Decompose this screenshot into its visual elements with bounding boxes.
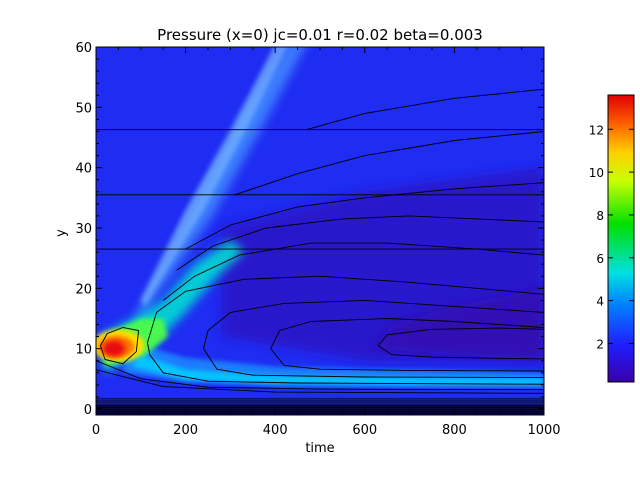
y-tick-label: 50 bbox=[75, 101, 92, 116]
contour-line bbox=[96, 369, 544, 394]
x-axis-label: time bbox=[305, 441, 334, 456]
x-tick-label: 1000 bbox=[527, 423, 560, 438]
contour-line bbox=[96, 360, 544, 391]
colorbar-tick-label: 10 bbox=[589, 166, 604, 180]
contour-line bbox=[377, 327, 544, 346]
contour-line bbox=[306, 88, 544, 131]
x-tick-label: 600 bbox=[352, 423, 377, 438]
colorbar-tick-label: 12 bbox=[589, 123, 604, 137]
contour-line bbox=[234, 131, 544, 196]
x-tick-label: 800 bbox=[442, 423, 467, 438]
colorbar: 2 4 6 8 10 12 bbox=[589, 94, 635, 383]
y-tick-label: 0 bbox=[84, 403, 92, 418]
chart-title: Pressure (x=0) jc=0.01 r=0.02 beta=0.003 bbox=[157, 26, 483, 44]
x-axis: 0 200 400 600 800 1000 bbox=[92, 47, 561, 438]
x-tick-label: 400 bbox=[263, 423, 288, 438]
colorbar-tick-label: 8 bbox=[596, 209, 604, 223]
contour-line bbox=[176, 215, 544, 271]
contour-line bbox=[185, 182, 544, 250]
contour-line bbox=[149, 354, 544, 385]
lower-band-core bbox=[131, 354, 544, 385]
field-lowest-region bbox=[373, 288, 544, 361]
y-tick-label: 10 bbox=[75, 343, 92, 358]
y-axis: 0 10 20 30 40 50 60 bbox=[75, 41, 544, 418]
y-tick-label: 30 bbox=[75, 222, 92, 237]
contour-line bbox=[203, 348, 544, 379]
contour-line bbox=[203, 299, 544, 349]
hotspot-red bbox=[102, 340, 125, 357]
plot-area bbox=[96, 47, 544, 415]
colorbar-tick-label: 6 bbox=[596, 252, 604, 266]
y-axis-label: y bbox=[54, 229, 69, 237]
contour-line bbox=[162, 242, 544, 301]
contour-line bbox=[270, 348, 544, 372]
y-tick-label: 60 bbox=[75, 41, 92, 56]
colorbar-tick-label: 4 bbox=[596, 295, 604, 309]
contour-line bbox=[377, 345, 544, 360]
wave-front-core bbox=[140, 47, 288, 307]
y-tick-label: 40 bbox=[75, 162, 92, 177]
x-tick-label: 200 bbox=[173, 423, 198, 438]
contour-hotspot bbox=[100, 327, 140, 365]
contour-line bbox=[147, 275, 544, 355]
colorbar-tick-label: 2 bbox=[596, 337, 604, 351]
colorbar-gradient bbox=[607, 94, 635, 383]
x-tick-label: 0 bbox=[92, 423, 100, 438]
contour-line bbox=[270, 318, 544, 349]
y-tick-label: 20 bbox=[75, 282, 92, 297]
